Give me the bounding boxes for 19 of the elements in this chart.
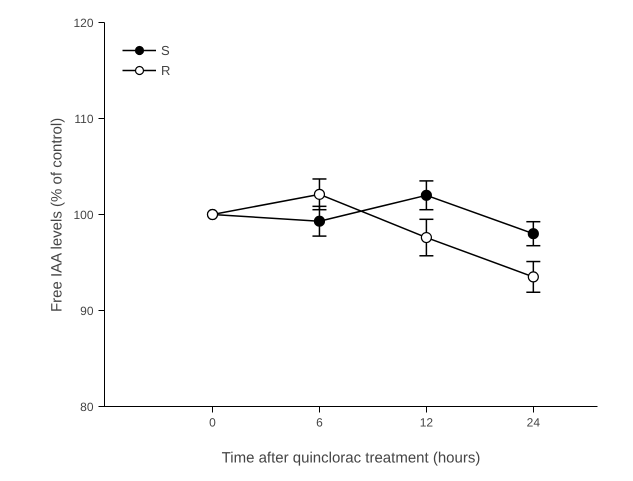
x-tick-label: 6 — [316, 416, 324, 430]
x-axis-title: Time after quinclorac treatment (hours) — [222, 450, 480, 466]
y-tick-label: 80 — [80, 400, 94, 414]
y-axis-title: Free IAA levels (% of control) — [48, 118, 66, 312]
x-tick-label: 12 — [420, 416, 434, 430]
point — [314, 188, 326, 200]
x-tick-label: 24 — [526, 416, 540, 430]
point — [420, 190, 432, 201]
legend-label: R — [161, 62, 172, 78]
point — [528, 228, 539, 240]
x-tick-label: 0 — [209, 416, 216, 430]
legend-label: S — [161, 42, 171, 58]
y-tick-label: 90 — [80, 304, 94, 318]
y-tick-label: 100 — [73, 208, 94, 222]
point — [528, 271, 539, 282]
y-tick-label: 120 — [73, 16, 94, 30]
point — [314, 216, 326, 227]
point — [420, 232, 432, 244]
y-tick-label: 110 — [74, 112, 94, 126]
